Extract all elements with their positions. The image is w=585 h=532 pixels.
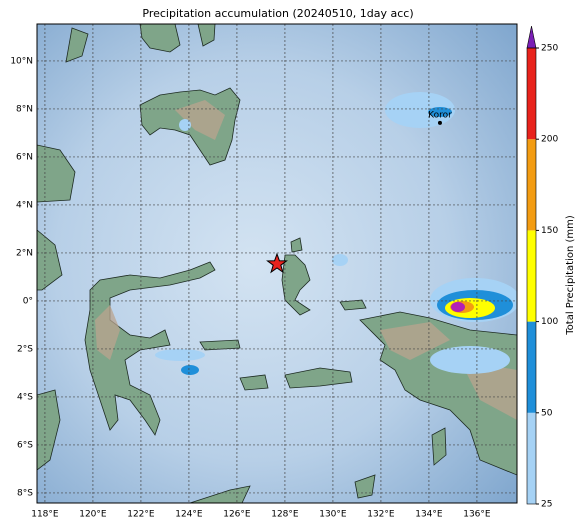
colorbar-segment (527, 321, 536, 413)
colorbar-frame (526, 47, 537, 505)
graticule (37, 24, 517, 503)
lon-tick-label: 122°E (127, 510, 155, 520)
lon-tick-label: 126°E (223, 510, 251, 520)
lat-tick-label: 10°N (10, 56, 33, 66)
map-frame (36, 23, 518, 504)
colorbar-segment (527, 139, 536, 231)
title: Precipitation accumulation (20240510, 1d… (142, 7, 413, 20)
lon-tick-label: 120°E (79, 510, 107, 520)
lat-tick-label: 2°N (16, 248, 33, 258)
star-marker (266, 252, 288, 274)
colorbar-extend (526, 25, 537, 49)
lat-tick-label: 8°N (16, 104, 33, 114)
lat-tick-label: 0° (23, 296, 33, 306)
colorbar-tick-label: 50 (541, 408, 553, 418)
colorbar-segment (527, 230, 536, 322)
lon-tick-label: 118°E (31, 510, 59, 520)
colorbar-segment (527, 48, 536, 140)
colorbar-tick-label: 250 (541, 44, 558, 54)
lon-tick-label: 128°E (271, 510, 299, 520)
lon-tick-label: 134°E (415, 510, 443, 520)
city-label: Koror (428, 110, 452, 120)
lat-tick-label: 8°S (17, 488, 33, 498)
lon-tick-label: 130°E (319, 510, 347, 520)
lat-tick-label: 4°S (17, 392, 33, 402)
lat-tick-label: 2°S (17, 344, 33, 354)
colorbar-tick-label: 150 (541, 226, 558, 236)
map (37, 24, 517, 503)
colorbar: 25 50 100 150 200 250 (526, 25, 558, 510)
lon-tick-label: 132°E (367, 510, 395, 520)
lon-tick-label: 136°E (463, 510, 491, 520)
lat-tick-label: 4°N (16, 200, 33, 210)
lat-tick-label: 6°S (17, 440, 33, 450)
lon-tick-label: 124°E (175, 510, 203, 520)
colorbar-tick-label: 200 (541, 135, 558, 145)
colorbar-label: Total Precipitation (mm) (565, 215, 576, 336)
precipitation (155, 92, 517, 375)
colorbar-tick-label: 100 (541, 317, 558, 327)
colorbar-segment (527, 412, 536, 504)
city-marker (437, 120, 442, 125)
colorbar-tick-label: 25 (541, 500, 552, 510)
lat-tick-label: 6°N (16, 152, 33, 162)
